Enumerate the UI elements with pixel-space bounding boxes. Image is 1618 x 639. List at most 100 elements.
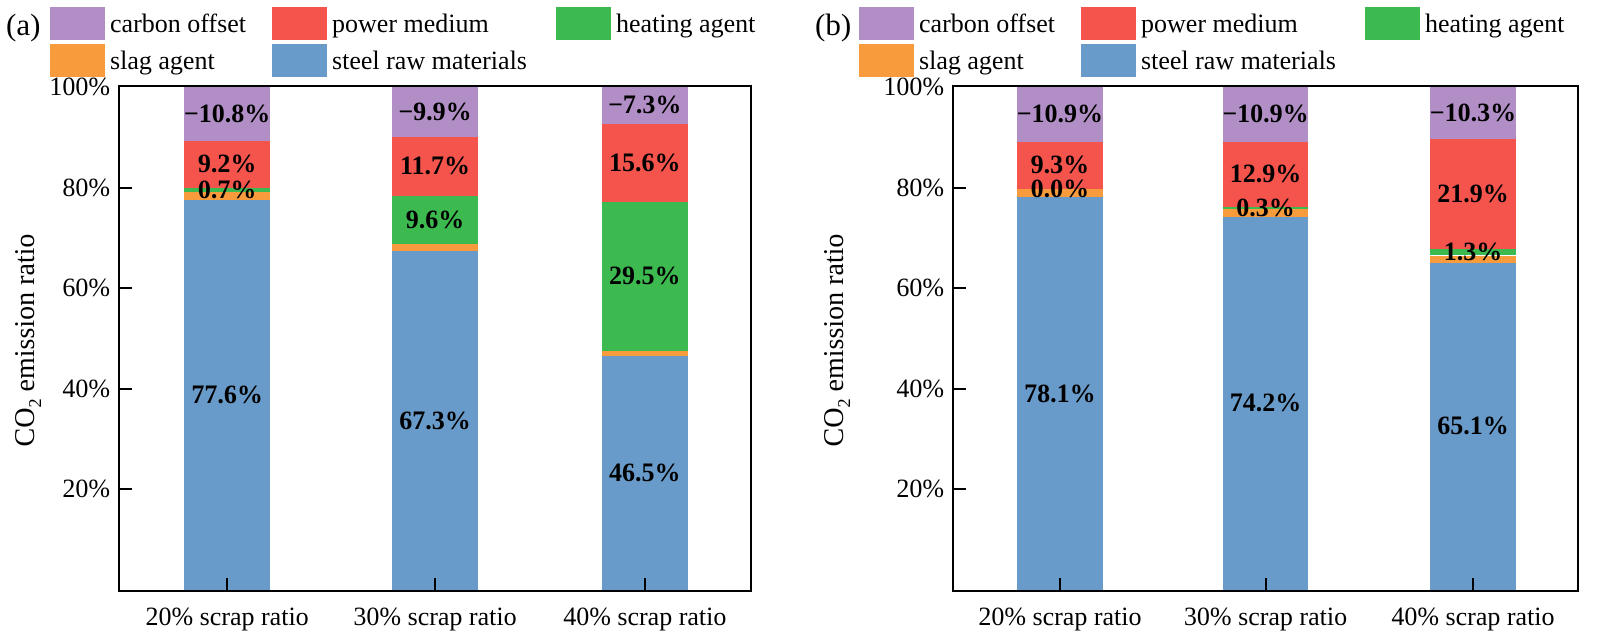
y-axis-title: CO2 emission ratio	[10, 234, 46, 447]
segment-power-medium	[183, 141, 271, 188]
legend-label-power-medium: power medium	[332, 9, 489, 38]
y-tick-label-100: 100%	[49, 72, 110, 101]
legend-swatch-heating-agent	[556, 7, 611, 40]
x-tick-label-1: 20% scrap ratio	[978, 602, 1142, 631]
stacked-bar-40%-scrap-ratio: −10.3% 21.9% 1.3% 65.1%	[1429, 87, 1517, 590]
legend-item-slag-agent: slag agent	[50, 44, 215, 77]
segment-value-heating-agent: 9.6%	[405, 204, 465, 234]
segment-heating-agent	[601, 202, 688, 351]
y-tick-label-80: 80%	[62, 172, 110, 202]
segment-heating-agent	[183, 187, 271, 193]
segment-value-carbon-offset: −9.9%	[398, 96, 472, 126]
segment-value-steel-raw-materials: 46.5%	[609, 458, 681, 488]
legend-item-heating-agent: heating agent	[1365, 7, 1564, 40]
y-tick-mark-60	[120, 287, 132, 290]
segment-value-heating-agent: 1.3%	[1443, 237, 1503, 267]
y-tick-mark-80	[120, 186, 132, 189]
segment-power-medium	[1222, 141, 1309, 207]
y-tick-mark-80	[954, 186, 966, 189]
y-tick-label-20: 20%	[896, 474, 944, 504]
y-tick-label-60: 60%	[896, 273, 944, 303]
segment-heating-agent	[1222, 206, 1309, 210]
x-tick-label-3: 40% scrap ratio	[563, 602, 727, 631]
legend-item-power-medium: power medium	[272, 7, 489, 40]
segment-value-power-medium: 11.7%	[399, 151, 471, 181]
legend-label-slag-agent: slag agent	[919, 46, 1024, 75]
segment-carbon-offset	[1430, 87, 1516, 139]
legend-swatch-heating-agent	[1365, 7, 1420, 40]
segment-power-medium	[391, 136, 479, 196]
x-tick-mark-2	[1264, 578, 1267, 590]
y-tick-label-80: 80%	[896, 172, 944, 202]
legend-item-power-medium: power medium	[1081, 7, 1298, 40]
chart-panel-a: (a) carbon offset power medium heating age…	[6, 7, 755, 631]
segment-steel-raw-materials	[391, 251, 479, 590]
segment-value-power-medium: 9.2%	[197, 149, 257, 179]
legend-label-steel-raw-materials: steel raw materials	[1141, 46, 1336, 75]
legend-label-power-medium: power medium	[1141, 9, 1298, 38]
y-tick-mark-40	[954, 387, 966, 390]
y-tick-mark-60	[954, 287, 966, 290]
segment-value-carbon-offset: −10.3%	[1429, 97, 1517, 127]
plot-area: 100% 80% 60% 40% 20% −10.9% 9.3% 0.0% 78.1% 20% s…	[883, 72, 1579, 631]
y-tick-mark-20	[954, 488, 966, 491]
segment-value-heating-agent: 0.7%	[197, 174, 257, 204]
segment-steel-raw-materials	[1222, 216, 1309, 590]
y-axis-title-prefix: CO	[819, 407, 851, 447]
segment-value-steel-raw-materials: 65.1%	[1437, 411, 1509, 441]
segment-carbon-offset	[1017, 87, 1103, 142]
y-tick-label-20: 20%	[62, 474, 110, 504]
legend-swatch-steel-raw-materials	[1081, 44, 1136, 77]
segment-power-medium	[1017, 141, 1103, 189]
x-tick-mark-3	[643, 578, 646, 590]
legend-label-heating-agent: heating agent	[1425, 9, 1565, 38]
stacked-bar-30%-scrap-ratio: −9.9% 11.7% 9.6% 67.3%	[391, 87, 479, 590]
y-tick-label-40: 40%	[896, 373, 944, 403]
x-tick-mark-1	[1058, 578, 1061, 590]
segment-slag-agent	[183, 192, 271, 200]
segment-value-carbon-offset: −10.8%	[183, 99, 271, 129]
segment-carbon-offset	[391, 87, 479, 137]
segment-steel-raw-materials	[601, 356, 688, 590]
segment-slag-agent	[1430, 255, 1516, 263]
legend-swatch-slag-agent	[859, 44, 914, 77]
segment-value-power-medium: 12.9%	[1229, 159, 1302, 189]
segment-heating-agent	[1430, 248, 1516, 256]
y-axis-title: CO2 emission ratio	[819, 234, 855, 447]
legend-item-heating-agent: heating agent	[556, 7, 755, 40]
legend-label-heating-agent: heating agent	[616, 9, 756, 38]
legend-label-slag-agent: slag agent	[110, 46, 215, 75]
segment-value-heating-agent: 0.3%	[1236, 192, 1295, 222]
legend-swatch-steel-raw-materials	[272, 44, 327, 77]
segment-slag-agent	[601, 350, 688, 357]
segment-slag-agent	[391, 243, 479, 252]
y-axis-title-subscript: 2	[24, 398, 45, 408]
segment-value-steel-raw-materials: 78.1%	[1024, 378, 1096, 408]
segment-carbon-offset	[183, 87, 271, 142]
segment-value-power-medium: 15.6%	[609, 147, 681, 177]
plot-area: 100% 80% 60% 40% 20% −10.8% 9.2% 0.7% 77.6% 20% s…	[49, 72, 752, 631]
stacked-bar-20%-scrap-ratio: −10.8% 9.2% 0.7% 77.6%	[184, 87, 270, 590]
legend-swatch-carbon-offset	[50, 7, 105, 40]
legend-label-steel-raw-materials: steel raw materials	[332, 46, 527, 75]
segment-steel-raw-materials	[1017, 197, 1103, 590]
chart-panel-b: (b) carbon offset power medium heating age…	[809, 0, 1618, 639]
legend-label-carbon-offset: carbon offset	[110, 9, 246, 38]
y-tick-label-100: 100%	[883, 72, 944, 101]
legend-item-slag-agent: slag agent	[859, 44, 1024, 77]
segment-heating-agent	[391, 195, 479, 244]
segment-slag-agent	[1017, 188, 1103, 198]
segment-value-carbon-offset: −10.9%	[1222, 99, 1309, 129]
legend-swatch-power-medium	[1081, 7, 1136, 40]
y-axis-title-subscript: 2	[833, 398, 854, 408]
stacked-bar-20%-scrap-ratio: −10.9% 9.3% 0.0% 78.1%	[1017, 87, 1103, 590]
segment-value-carbon-offset: −7.3%	[608, 90, 682, 120]
panel-label-a: (a)	[6, 7, 41, 42]
legend-swatch-carbon-offset	[859, 7, 914, 40]
legend-label-carbon-offset: carbon offset	[919, 9, 1055, 38]
segment-value-heating-agent: 0.0%	[1030, 173, 1090, 203]
x-tick-label-2: 30% scrap ratio	[1183, 602, 1348, 631]
legend-swatch-slag-agent	[50, 44, 105, 77]
legend-item-carbon-offset: carbon offset	[50, 7, 246, 40]
